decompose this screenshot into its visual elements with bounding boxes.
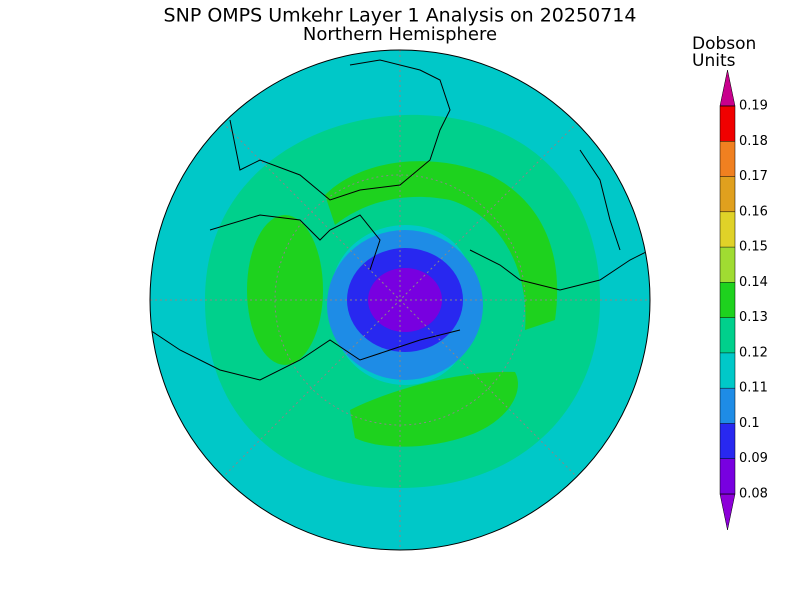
colorbar-segment (720, 282, 735, 318)
colorbar-segment (720, 141, 735, 177)
colorbar-tick-label: 0.16 (739, 204, 768, 219)
contour-band (247, 215, 323, 365)
subtitle: Northern Hemisphere (303, 24, 497, 45)
colorbar-tick-label: 0.15 (739, 240, 768, 255)
colorbar-segment (720, 247, 735, 283)
colorbar-segment (720, 388, 735, 424)
colorbar-tick-label: 0.19 (739, 99, 768, 114)
colorbar-extend-high (719, 69, 736, 107)
colorbar-segment (720, 458, 735, 494)
colorbar-label: Units (692, 51, 736, 71)
colorbar-extend-low (719, 493, 736, 531)
colorbar-tick-label: 0.08 (739, 487, 768, 502)
colorbar-label: Dobson (692, 34, 756, 54)
colorbar-tick-label: 0.11 (739, 381, 768, 396)
colorbar: 0.08 0.09 0.1 0.11 0.12 0.13 0.14 0.15 0.16 0.17 0… (719, 69, 768, 531)
colorbar-segment (720, 106, 735, 142)
colorbar-tick-label: 0.12 (739, 345, 768, 360)
colorbar-tick-label: 0.1 (739, 416, 760, 431)
colorbar-segment (720, 317, 735, 353)
colorbar-tick-label: 0.14 (739, 275, 768, 290)
colorbar-segment (720, 423, 735, 459)
colorbar-segment (720, 176, 735, 212)
colorbar-tick-label: 0.17 (739, 169, 768, 184)
colorbar-tick-label: 0.13 (739, 310, 768, 325)
colorbar-tick-label: 0.18 (739, 134, 768, 149)
contour-band (325, 161, 558, 330)
coastlines (150, 59, 650, 381)
colorbar-tick-label: 0.09 (739, 451, 768, 466)
map (150, 50, 650, 550)
graticule (150, 50, 650, 550)
title: SNP OMPS Umkehr Layer 1 Analysis on 2025… (164, 5, 637, 27)
colorbar-segment (720, 211, 735, 248)
map-border (149, 49, 651, 551)
colorbar-segment (720, 352, 735, 389)
contour-band (350, 371, 518, 447)
